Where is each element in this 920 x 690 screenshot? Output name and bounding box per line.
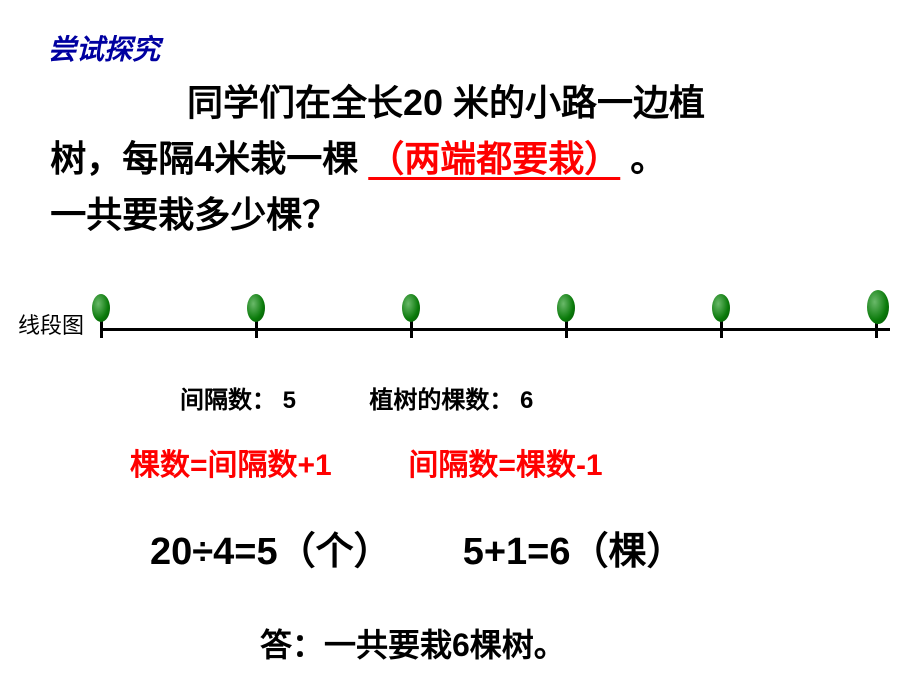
calc-2: 5+1=6（棵） <box>463 531 685 573</box>
number-line-diagram <box>100 288 890 348</box>
problem-line2: 树，每隔4米栽一棵 （两端都要栽） 。 <box>115 131 875 187</box>
gap-value: 5 <box>283 387 296 414</box>
calc-1: 20÷4=5（个） <box>150 531 392 573</box>
diagram-line <box>100 328 890 331</box>
problem-line2-prefix: 树，每隔4米栽一棵 <box>50 138 358 179</box>
formula-2: 间隔数=棵数-1 <box>408 449 602 482</box>
tree-icon <box>557 294 575 322</box>
calc-row: 20÷4=5（个） 5+1=6（棵） <box>150 520 685 575</box>
tree-icon <box>712 294 730 322</box>
tree-icon <box>867 290 889 324</box>
answer-row: 答：一共要栽6棵树。 <box>260 620 566 666</box>
tree-label: 植树的棵数： <box>369 387 513 414</box>
info-row: 间隔数： 5 植树的棵数： 6 <box>180 380 533 415</box>
problem-text: 同学们在全长20 米的小路一边植 树，每隔4米栽一棵 （两端都要栽） 。 一共要… <box>115 75 875 242</box>
diagram-label: 线段图 <box>18 308 84 340</box>
formula-1: 棵数=间隔数+1 <box>130 449 332 482</box>
problem-line1: 同学们在全长20 米的小路一边植 <box>115 75 875 131</box>
problem-highlight: （两端都要栽） <box>368 138 620 179</box>
problem-line3: 一共要栽多少棵？ <box>115 187 875 243</box>
tree-value: 6 <box>520 387 533 414</box>
tree-icon <box>247 294 265 322</box>
problem-line2-suffix: 。 <box>630 138 666 179</box>
gap-label: 间隔数： <box>180 387 276 414</box>
section-header: 尝试探究 <box>48 28 160 68</box>
tree-icon <box>402 294 420 322</box>
tree-icon <box>92 294 110 322</box>
formula-row: 棵数=间隔数+1 间隔数=棵数-1 <box>130 440 603 484</box>
